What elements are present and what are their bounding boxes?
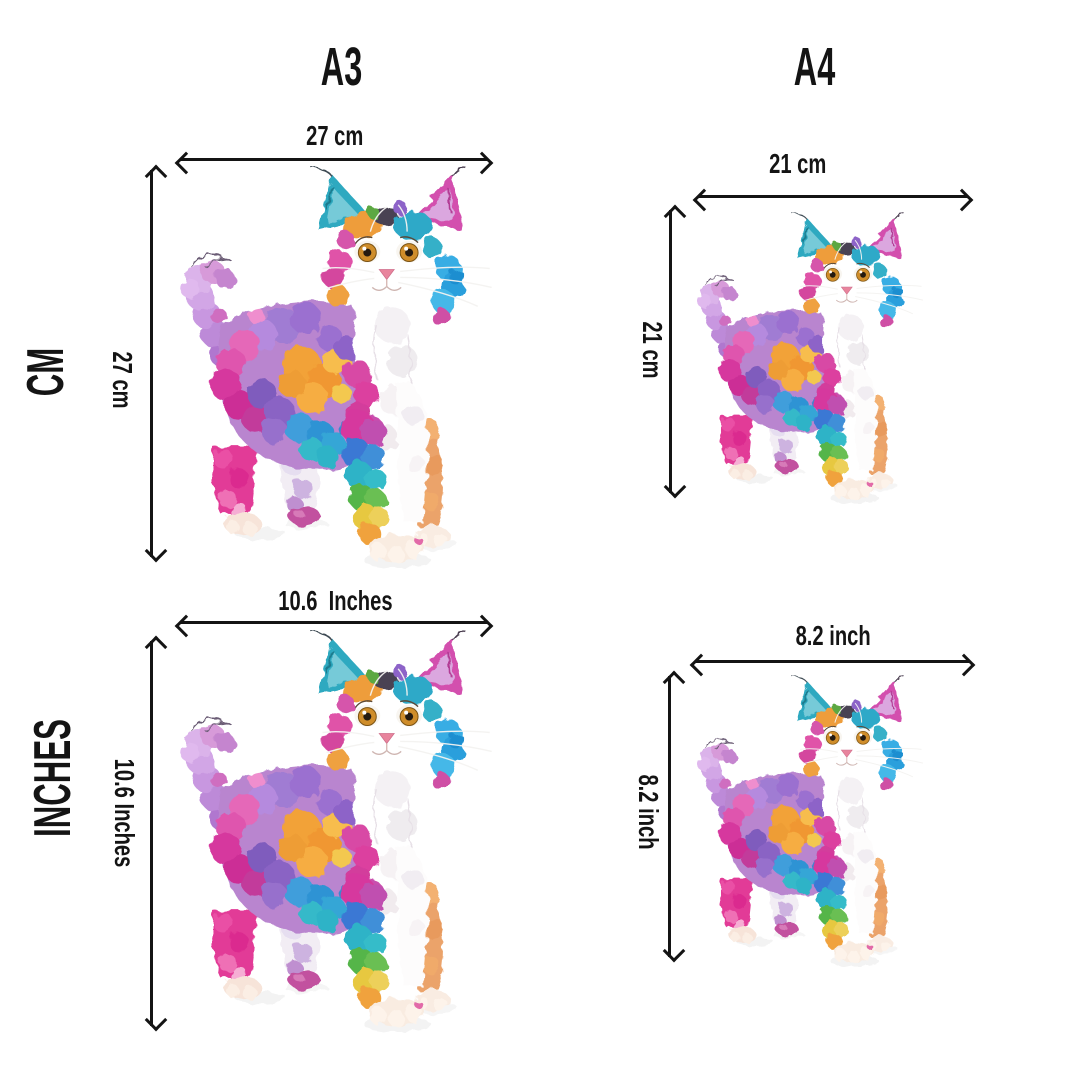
a4-cm-width-arrow [698, 195, 968, 198]
row-label-cm: CM [17, 347, 75, 397]
a4-cm-width-label: 21 cm [769, 148, 827, 179]
column-header-a4: A4 [794, 37, 836, 97]
a3-cm-width-label: 27 cm [306, 120, 364, 151]
a3-cm-width-arrow [180, 158, 488, 161]
a4-inches-width-arrow [695, 660, 970, 663]
a3-inches-width-arrow [180, 621, 488, 624]
row-label-inches: INCHES [24, 719, 82, 837]
a4-inches-width-label: 8.2 inch [795, 620, 871, 651]
a3-inches-height-arrow [150, 641, 153, 1026]
a4-inches-height-arrow [668, 676, 671, 957]
a3-cm-height-arrow [150, 170, 153, 557]
cat-image-a4-inches [683, 675, 929, 971]
a3-inches-height-label: 10.6 Inches [109, 758, 140, 868]
a4-inches-height-label: 8.2 inch [633, 774, 664, 850]
a3-cm-height-label: 27 cm [107, 351, 138, 409]
cat-image-a3-inches [161, 630, 500, 1038]
a3-inches-width-label: 10.6 Inches [277, 585, 393, 616]
cat-image-a3-cm [161, 166, 500, 574]
a4-cm-height-arrow [669, 210, 672, 493]
a4-cm-height-label: 21 cm [637, 321, 668, 379]
cat-image-a4-cm [683, 212, 929, 508]
column-header-a3: A3 [321, 37, 363, 97]
